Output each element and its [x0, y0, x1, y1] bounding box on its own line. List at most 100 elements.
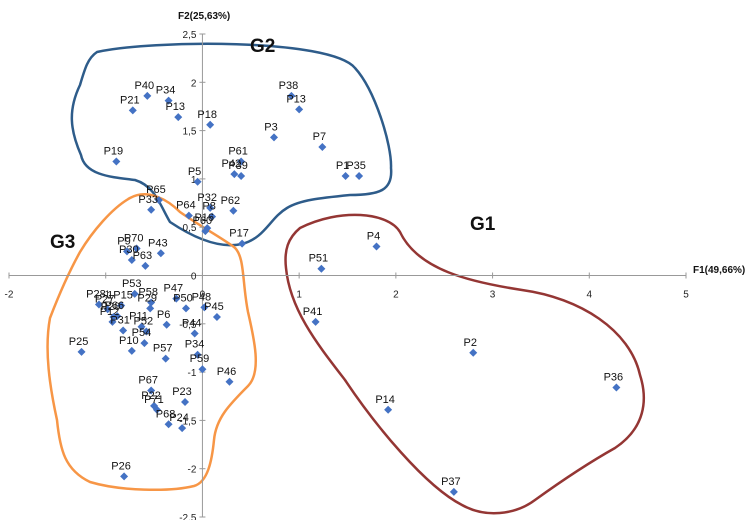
point-marker [178, 424, 187, 433]
point-marker [132, 244, 141, 253]
x-tick-label: 0 [200, 290, 206, 301]
point-marker [120, 472, 129, 481]
point-marker [181, 398, 190, 407]
point-label: P66 [105, 300, 125, 312]
point-marker [109, 313, 118, 322]
point-label: P20 [101, 301, 121, 313]
point-marker [156, 249, 165, 258]
point-label: P4 [367, 231, 380, 243]
point-marker [119, 326, 128, 335]
y-tick-label: 2 [191, 78, 197, 89]
x-tick-labels: -2 -1 0 1 2 3 4 5 [5, 272, 689, 301]
y-tick-label: -2 [188, 465, 197, 476]
point-marker [230, 170, 239, 179]
axes [9, 34, 686, 517]
point-marker [94, 300, 103, 309]
point-label: P16 [194, 212, 214, 224]
x-tick-label: -2 [5, 290, 14, 301]
point-marker [164, 96, 173, 105]
x-tick-label: -1 [101, 290, 110, 301]
point-label: P6 [157, 309, 170, 321]
point-marker [103, 305, 112, 314]
point-label: P34 [156, 85, 176, 97]
point-marker [147, 386, 156, 395]
x-tick-label: 1 [296, 290, 302, 301]
y-tick-label: -1 [188, 368, 197, 379]
point-label: P35 [346, 160, 366, 172]
point-label: P41 [303, 306, 323, 318]
point-label: P5 [188, 166, 201, 178]
point-label: P34 [185, 339, 205, 351]
point-marker [237, 157, 246, 166]
x-tick-label: 4 [587, 290, 593, 301]
point-marker [127, 256, 136, 265]
y-tick-label: -2,5 [179, 513, 197, 520]
point-marker [152, 405, 161, 414]
point-label: P14 [375, 394, 395, 406]
point-label: P1 [336, 160, 349, 172]
point-marker [237, 172, 246, 181]
point-marker [355, 172, 364, 181]
y-tick-label: 2,5 [183, 30, 197, 41]
point-marker [137, 322, 146, 331]
point-marker [287, 91, 296, 100]
point-label: P36 [604, 372, 624, 384]
point-label: P13 [286, 93, 306, 105]
point-label: P50 [173, 292, 193, 304]
point-marker [318, 143, 327, 152]
y-tick-label: 1 [191, 175, 197, 186]
x-tick-label: 3 [490, 290, 496, 301]
point-label: P13 [165, 101, 185, 113]
point-marker [206, 203, 215, 212]
y-tick-label: 0,5 [183, 223, 197, 234]
y-axis-title: F2(25,63%) [178, 11, 230, 22]
point-marker [225, 377, 234, 386]
point-marker [130, 289, 139, 298]
point-marker [112, 157, 121, 166]
point-marker [164, 420, 173, 429]
point-label: P39 [228, 160, 248, 172]
point-marker [174, 113, 183, 122]
point-marker [77, 347, 86, 356]
point-label: P51 [309, 253, 329, 265]
point-label: P2 [463, 337, 476, 349]
point-label: P62 [221, 195, 241, 207]
point-label: P60 [193, 215, 213, 227]
point-label: P43 [148, 237, 168, 249]
point-label: P70 [124, 232, 144, 244]
point-marker [184, 211, 193, 220]
point-label: -1P15 [104, 289, 133, 301]
point-marker [208, 212, 217, 221]
point-label: P64 [176, 200, 196, 212]
point-label: P44 [182, 317, 202, 329]
point-marker [198, 365, 207, 374]
point-label: P3 [264, 121, 277, 133]
group-outline-g2 [70, 42, 393, 247]
point-marker [172, 294, 181, 303]
point-marker [140, 339, 149, 348]
point-marker [162, 320, 171, 329]
point-marker [122, 247, 131, 256]
point-marker [206, 120, 215, 129]
point-marker [212, 313, 221, 322]
group-outline-g1 [284, 213, 646, 515]
y-tick-label: -1,5 [179, 416, 197, 427]
point-marker [200, 303, 209, 312]
point-label: P42 [222, 158, 242, 170]
point-label: P10 [119, 335, 139, 347]
point-marker [161, 354, 170, 363]
point-label: P52 [134, 316, 154, 328]
x-tick-label: 5 [683, 290, 689, 301]
point-label: P24 [169, 412, 189, 424]
point-label: P57 [153, 343, 173, 355]
y-tick-label: 0 [191, 272, 197, 283]
point-marker [193, 177, 202, 186]
point-marker [341, 172, 350, 181]
point-marker [181, 304, 190, 313]
point-marker [201, 227, 210, 236]
point-label: P32 [197, 192, 217, 204]
point-label: P65 [146, 184, 166, 196]
point-label: P47 [164, 283, 184, 295]
